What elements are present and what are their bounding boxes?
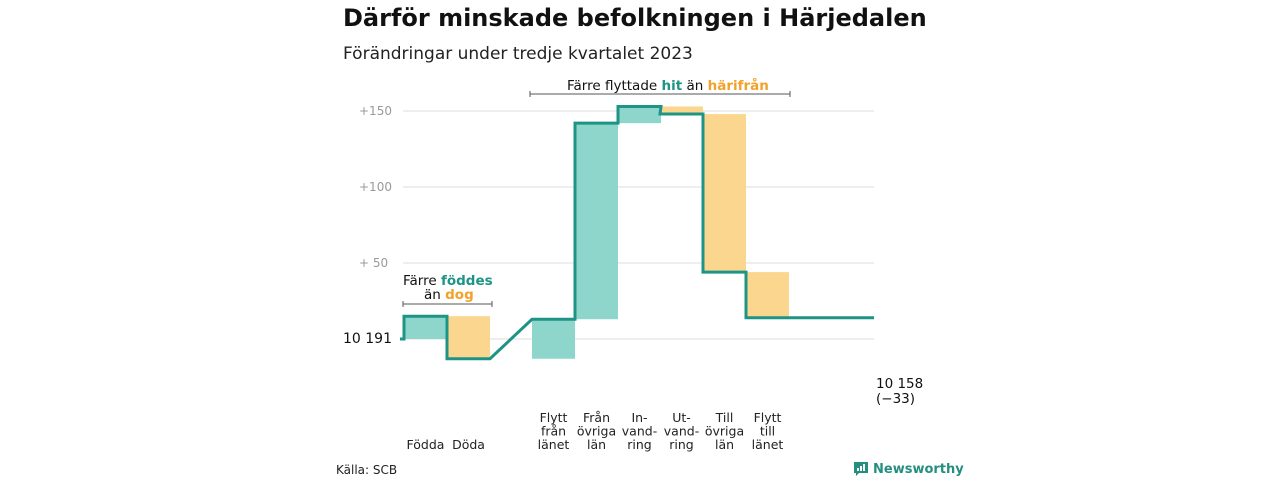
bar-flytt-till-länet xyxy=(746,272,789,318)
bar-från-övriga-län xyxy=(575,123,618,320)
bar-till-övriga-län xyxy=(703,114,746,273)
category-label: Flytt till länet xyxy=(752,410,784,452)
brand-name: Newsworthy xyxy=(873,461,964,477)
y-tick-label: + 50 xyxy=(359,256,388,270)
end-value-label: 10 158 xyxy=(876,376,923,392)
annotation-births-dit: dog xyxy=(445,287,474,303)
y-tick-label: +150 xyxy=(359,104,392,118)
source-note: Källa: SCB xyxy=(336,463,398,477)
category-label: Födda xyxy=(407,437,445,452)
svg-text:Färre föddes: Färre föddes xyxy=(403,273,493,289)
category-label: Flytt från länet xyxy=(538,410,570,452)
chart-subtitle: Förändringar under tredje kvartalet 2023 xyxy=(343,44,693,64)
annotation-migration-mid: än xyxy=(682,78,707,94)
svg-text:än dog: än dog xyxy=(424,287,474,303)
running-total-line xyxy=(400,104,874,361)
category-label: Från övriga län xyxy=(577,410,616,452)
bar-döda xyxy=(447,316,490,359)
annotation-births-hit: föddes xyxy=(441,273,493,289)
end-change-label: (−33) xyxy=(876,391,915,407)
annotation-migration-hit: hit xyxy=(661,78,682,94)
start-value-label: 10 191 xyxy=(343,331,392,347)
annotation-migration-dit: härifrån xyxy=(708,77,769,94)
category-label: Ut-vand-ring xyxy=(664,410,699,452)
chart-title: Därför minskade befolkningen i Härjedale… xyxy=(343,4,927,32)
annotation-births-pre: Färre xyxy=(403,273,441,289)
y-tick-labels: +150 +100 + 50 xyxy=(359,104,392,270)
category-label: Döda xyxy=(452,437,485,452)
bar-födda xyxy=(404,316,447,339)
annotation-births: Färre föddes än dog xyxy=(402,273,493,307)
bar-ut--vand--ring xyxy=(660,106,703,115)
category-label: Till övriga län xyxy=(705,410,744,452)
y-tick-label: +100 xyxy=(359,180,392,194)
svg-text:Färre flyttade hit än härifrå: Färre flyttade hit än härifrån xyxy=(567,77,769,94)
bar-flytt-från-länet xyxy=(532,319,575,359)
grid-lines xyxy=(403,110,874,340)
annotation-migration: Färre flyttade hit än härifrån xyxy=(529,77,791,97)
annotation-migration-pre: Färre flyttade xyxy=(567,78,661,94)
newsworthy-icon xyxy=(854,462,868,476)
brand-logo: Newsworthy xyxy=(853,461,964,477)
bars xyxy=(404,106,789,359)
annotation-births-line2: än xyxy=(424,287,445,303)
bar-in--vand--ring xyxy=(618,106,661,124)
category-label: In-vand-ring xyxy=(622,410,657,452)
